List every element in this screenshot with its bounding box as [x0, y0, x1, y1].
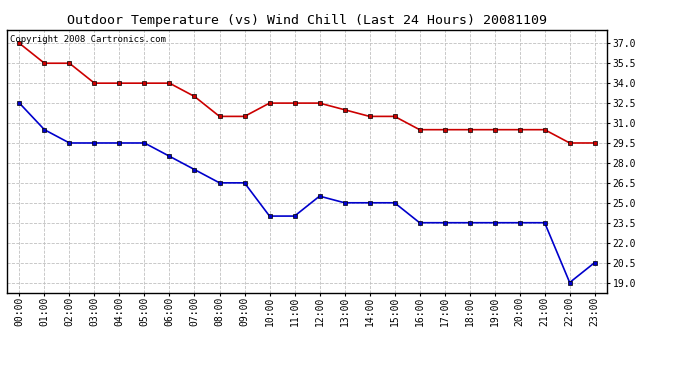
Text: Copyright 2008 Cartronics.com: Copyright 2008 Cartronics.com	[10, 35, 166, 44]
Title: Outdoor Temperature (vs) Wind Chill (Last 24 Hours) 20081109: Outdoor Temperature (vs) Wind Chill (Las…	[67, 15, 547, 27]
